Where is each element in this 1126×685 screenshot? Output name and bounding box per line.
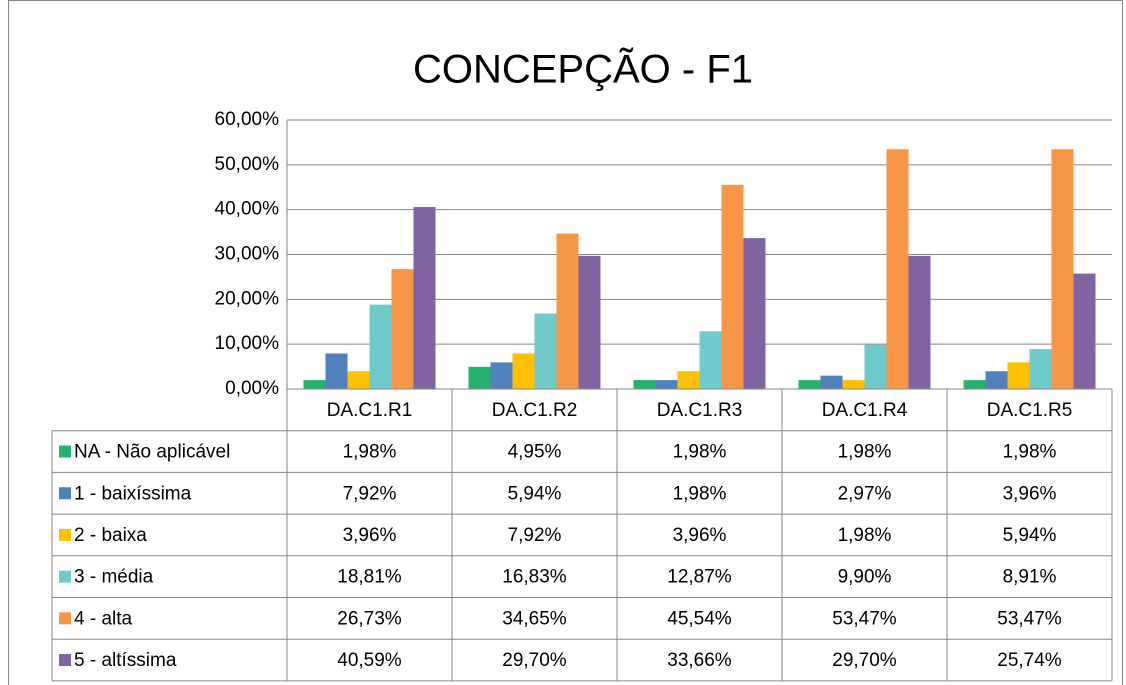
data-label: 1,98% bbox=[1003, 442, 1057, 463]
bar bbox=[963, 380, 986, 389]
data-label: 7,92% bbox=[343, 483, 397, 504]
bar bbox=[677, 371, 700, 389]
legend-swatch bbox=[59, 528, 71, 541]
legend-swatch bbox=[59, 612, 71, 625]
legend-swatch bbox=[59, 654, 71, 667]
legend-swatch bbox=[59, 487, 71, 500]
data-label: 45,54% bbox=[667, 608, 732, 629]
bar bbox=[325, 353, 348, 389]
bar bbox=[842, 380, 865, 389]
legend-label: 2 - baixa bbox=[74, 525, 147, 546]
legend-label: 1 - baixíssima bbox=[74, 483, 192, 504]
data-label: 5,94% bbox=[508, 483, 562, 504]
bar bbox=[743, 238, 766, 389]
data-label: 2,97% bbox=[838, 483, 892, 504]
data-label: 1,98% bbox=[673, 483, 727, 504]
data-label: 29,70% bbox=[832, 650, 897, 671]
data-label: 4,95% bbox=[508, 442, 562, 463]
data-label: 3,96% bbox=[1003, 483, 1057, 504]
bar bbox=[655, 380, 678, 389]
bar bbox=[886, 149, 909, 389]
data-label: 1,98% bbox=[838, 525, 892, 546]
data-label: 25,74% bbox=[997, 650, 1062, 671]
data-label: 26,73% bbox=[337, 608, 402, 629]
data-label: 8,91% bbox=[1003, 567, 1057, 588]
legend-label: 3 - média bbox=[74, 567, 154, 588]
data-label: 1,98% bbox=[343, 442, 397, 463]
data-label: 1,98% bbox=[838, 442, 892, 463]
data-label: 5,94% bbox=[1003, 525, 1057, 546]
legend-label: 4 - alta bbox=[74, 608, 133, 629]
x-tick-label: DA.C1.R4 bbox=[822, 400, 908, 421]
bar bbox=[512, 353, 535, 389]
bar bbox=[578, 255, 601, 389]
bar bbox=[699, 331, 722, 389]
legend-label: 5 - altíssima bbox=[74, 650, 177, 671]
bar bbox=[556, 233, 579, 389]
bar bbox=[820, 375, 843, 389]
y-tick-label: 60,00% bbox=[215, 109, 280, 130]
bar bbox=[391, 269, 414, 389]
bar bbox=[908, 255, 931, 389]
x-tick-label: DA.C1.R3 bbox=[657, 400, 743, 421]
x-tick-label: DA.C1.R5 bbox=[987, 400, 1073, 421]
legend-swatch bbox=[59, 570, 71, 583]
x-tick-label: DA.C1.R2 bbox=[492, 400, 578, 421]
bar bbox=[864, 344, 887, 389]
bar bbox=[347, 371, 370, 389]
chart-title: CONCEPÇÃO - F1 bbox=[413, 47, 753, 92]
bar bbox=[985, 371, 1008, 389]
bar bbox=[534, 313, 557, 389]
bar bbox=[1073, 273, 1096, 389]
bar bbox=[1051, 149, 1074, 389]
data-label: 3,96% bbox=[343, 525, 397, 546]
data-label: 18,81% bbox=[337, 567, 402, 588]
y-tick-label: 40,00% bbox=[215, 199, 280, 220]
data-label: 1,98% bbox=[673, 442, 727, 463]
data-label: 53,47% bbox=[832, 608, 897, 629]
legend-label: NA - Não aplicável bbox=[74, 442, 230, 463]
legend-swatch bbox=[59, 445, 71, 458]
bar bbox=[633, 380, 656, 389]
y-tick-label: 10,00% bbox=[215, 333, 280, 354]
data-label: 53,47% bbox=[997, 608, 1062, 629]
bar bbox=[721, 184, 744, 389]
data-label: 34,65% bbox=[502, 608, 567, 629]
bar bbox=[468, 366, 491, 389]
x-tick-label: DA.C1.R1 bbox=[327, 400, 413, 421]
data-label: 9,90% bbox=[838, 567, 892, 588]
bar bbox=[798, 380, 821, 389]
data-label: 7,92% bbox=[508, 525, 562, 546]
chart-border bbox=[8, 0, 1123, 685]
bar bbox=[413, 207, 436, 389]
y-tick-label: 50,00% bbox=[215, 154, 280, 175]
y-tick-label: 0,00% bbox=[225, 378, 279, 399]
y-tick-label: 20,00% bbox=[215, 288, 280, 309]
data-label: 16,83% bbox=[502, 567, 567, 588]
bar bbox=[490, 362, 513, 389]
bar bbox=[1029, 349, 1052, 389]
y-tick-label: 30,00% bbox=[215, 244, 280, 265]
data-label: 3,96% bbox=[673, 525, 727, 546]
data-label: 33,66% bbox=[667, 650, 732, 671]
data-label: 29,70% bbox=[502, 650, 567, 671]
data-label: 40,59% bbox=[337, 650, 402, 671]
bar bbox=[303, 380, 326, 389]
data-label: 12,87% bbox=[667, 567, 732, 588]
bar bbox=[1007, 362, 1030, 389]
bar bbox=[369, 304, 392, 389]
